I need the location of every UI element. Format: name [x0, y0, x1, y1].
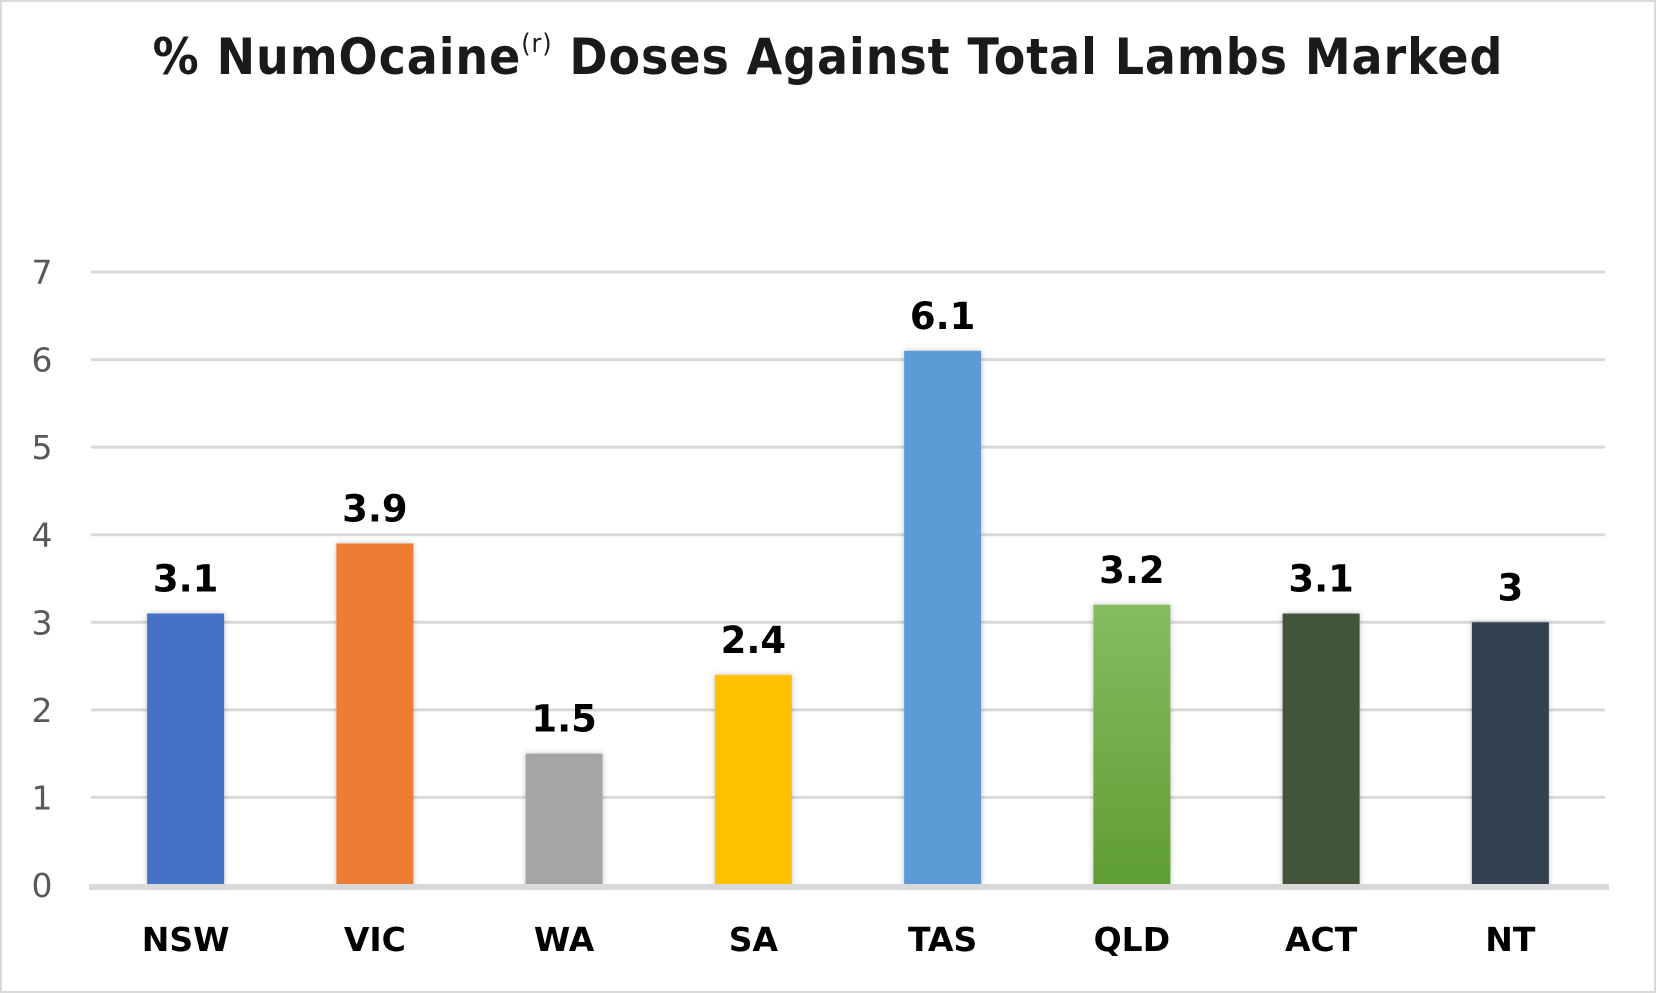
data-label: 3.9 [342, 487, 408, 530]
x-tick-label: TAS [908, 920, 977, 959]
x-tick-label: QLD [1094, 920, 1170, 959]
data-label: 6.1 [910, 295, 976, 338]
y-tick-label: 6 [32, 341, 53, 380]
data-label: 3.1 [153, 558, 219, 601]
x-tick-label: WA [534, 920, 595, 959]
bar-nt [1471, 622, 1549, 885]
bar-vic [336, 543, 414, 885]
y-tick-label: 5 [32, 428, 53, 467]
bar-nsw [147, 613, 225, 885]
bar-act [1282, 613, 1360, 885]
bar-wa [525, 753, 603, 885]
chart-title: % NumOcaine(r) Doses Against Total Lambs… [66, 28, 1590, 86]
y-tick-label: 1 [32, 778, 53, 817]
y-tick-label: 0 [32, 866, 53, 905]
data-label: 3.2 [1099, 549, 1165, 592]
y-tick-label: 3 [32, 603, 53, 642]
y-tick-label: 2 [32, 691, 53, 730]
data-label: 1.5 [531, 698, 597, 741]
x-tick-label: SA [729, 920, 779, 959]
data-label: 3.1 [1288, 558, 1354, 601]
data-label: 3 [1498, 566, 1524, 609]
y-tick-label: 4 [32, 516, 53, 555]
bar-tas [904, 350, 982, 885]
title-main: % NumOcaine [152, 28, 522, 86]
y-tick-label: 7 [32, 253, 53, 292]
x-tick-label: VIC [344, 920, 406, 959]
title-rest: Doses Against Total Lambs Marked [552, 28, 1504, 86]
x-tick-label: NT [1485, 920, 1536, 959]
x-tick-label: ACT [1285, 920, 1358, 959]
bar-sa [714, 674, 792, 885]
x-tick-label: NSW [142, 920, 230, 959]
bar-qld [1093, 604, 1171, 885]
data-label: 2.4 [721, 619, 787, 662]
title-superscript: (r) [521, 29, 553, 59]
